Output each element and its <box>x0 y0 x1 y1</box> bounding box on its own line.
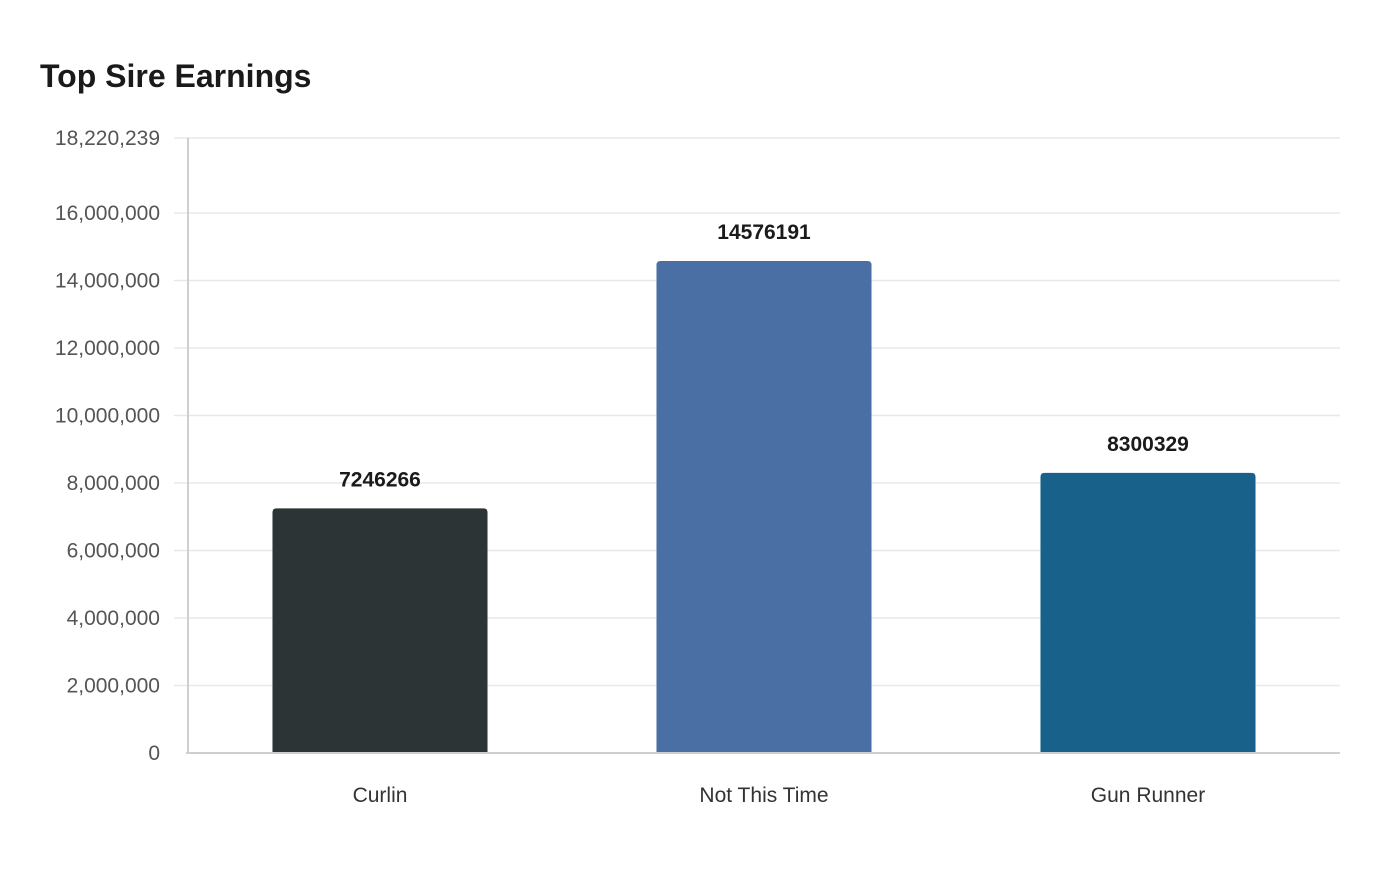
data-label: 7246266 <box>339 468 421 491</box>
data-label: 8300329 <box>1107 433 1189 456</box>
y-tick-label: 2,000,000 <box>67 674 160 697</box>
y-tick-label: 10,000,000 <box>55 404 160 427</box>
x-tick-label: Not This Time <box>699 784 828 807</box>
y-axis-ticks: 0 2,000,000 4,000,000 6,000,000 8,000,000 10,… <box>55 127 160 765</box>
data-label: 14576191 <box>717 221 811 244</box>
x-tick-label: Curlin <box>353 784 408 807</box>
y-tick-label: 14,000,000 <box>55 269 160 292</box>
bar-gun-runner <box>1040 472 1256 753</box>
bar-curlin <box>272 508 488 753</box>
y-tick-label: 8,000,000 <box>67 472 160 495</box>
y-tick-label: 0 <box>148 742 160 765</box>
y-tick-label: 16,000,000 <box>55 202 160 225</box>
chart-title: Top Sire Earnings <box>40 58 312 94</box>
x-tick-label: Gun Runner <box>1091 784 1205 807</box>
data-labels: 7246266 14576191 8300329 <box>339 221 1189 491</box>
y-tick-label: 4,000,000 <box>67 607 160 630</box>
x-axis-ticks: Curlin Not This Time Gun Runner <box>353 784 1206 807</box>
y-tick-label: 12,000,000 <box>55 337 160 360</box>
bar-not-this-time <box>656 261 872 753</box>
y-tick-label: 18,220,239 <box>55 127 160 150</box>
y-tick-label: 6,000,000 <box>67 539 160 562</box>
bars <box>272 261 1256 753</box>
